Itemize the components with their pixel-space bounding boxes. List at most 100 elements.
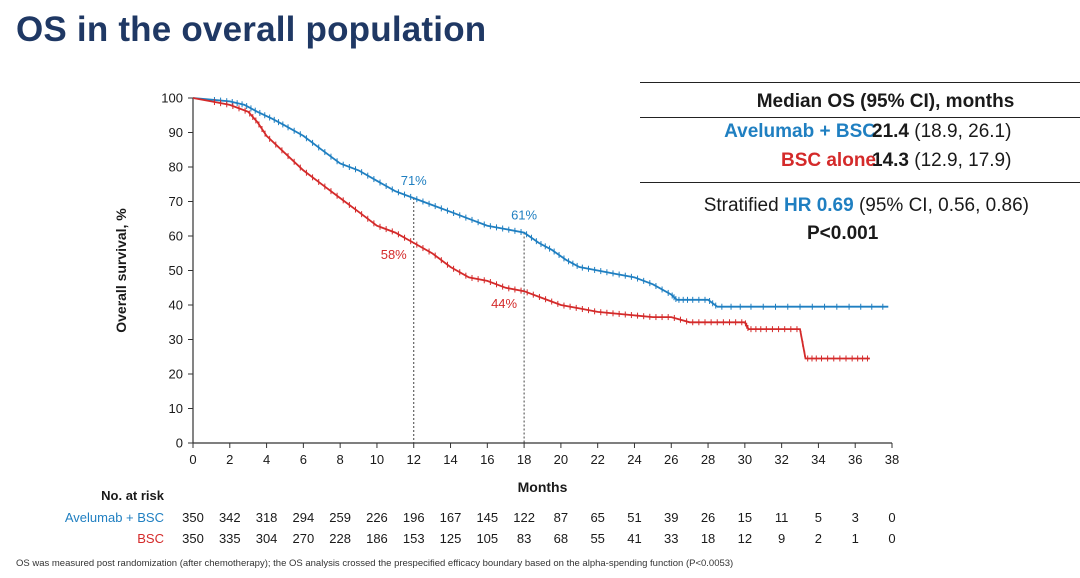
reference-lines bbox=[413, 198, 525, 443]
x-tick-label: 8 bbox=[337, 452, 344, 467]
y-axis-title: Overall survival, % bbox=[113, 208, 129, 333]
x-tick-label: 30 bbox=[738, 452, 752, 467]
x-tick-label: 6 bbox=[300, 452, 307, 467]
median-os-box: Median OS (95% CI), months Avelumab + BS… bbox=[640, 82, 1080, 245]
risk-value: 318 bbox=[256, 510, 278, 525]
stats-row-name: BSC alone bbox=[780, 150, 876, 171]
risk-value: 342 bbox=[219, 510, 241, 525]
y-tick-label: 70 bbox=[169, 194, 183, 209]
annotations: 71% 61% 58% 44% bbox=[381, 173, 538, 311]
risk-value: 51 bbox=[627, 510, 641, 525]
risk-value: 39 bbox=[664, 510, 678, 525]
survival-curves bbox=[192, 97, 889, 362]
y-tick-label: 90 bbox=[169, 125, 183, 140]
y-tick-label: 80 bbox=[169, 160, 183, 175]
p-value: P<0.001 bbox=[807, 223, 879, 244]
risk-value: 259 bbox=[329, 510, 351, 525]
median-value: 14.3 bbox=[872, 150, 909, 171]
y-tick-label: 30 bbox=[169, 332, 183, 347]
x-tick-label: 38 bbox=[885, 452, 899, 467]
hr-value: HR 0.69 bbox=[783, 195, 854, 216]
x-tick-label: 24 bbox=[627, 452, 641, 467]
risk-value: 294 bbox=[293, 510, 315, 525]
risk-value: 335 bbox=[219, 531, 241, 546]
risk-value: 2 bbox=[815, 531, 822, 546]
y-tick-label: 20 bbox=[169, 367, 183, 382]
risk-value: 5 bbox=[815, 510, 822, 525]
y-tick-label: 0 bbox=[176, 436, 183, 451]
y-tick-label: 60 bbox=[169, 229, 183, 244]
risk-table-title: No. at risk bbox=[101, 488, 165, 503]
hazard-ratio: Stratified HR 0.69 (95% CI, 0.56, 0.86) bbox=[640, 195, 1080, 217]
risk-value: 186 bbox=[366, 531, 388, 546]
annotation-61pct: 61% bbox=[511, 208, 537, 223]
stats-row-avelumab: Avelumab + BSC 21.4 (18.9, 26.1) bbox=[640, 118, 1080, 147]
x-tick-label: 4 bbox=[263, 452, 270, 467]
x-tick-label: 10 bbox=[370, 452, 384, 467]
x-tick-label: 26 bbox=[664, 452, 678, 467]
header-rule bbox=[640, 117, 1080, 118]
y-tick-label: 10 bbox=[169, 401, 183, 416]
x-axis-title: Months bbox=[518, 479, 568, 495]
risk-value: 68 bbox=[554, 531, 568, 546]
risk-value: 226 bbox=[366, 510, 388, 525]
median-ci: (18.9, 26.1) bbox=[914, 121, 1012, 142]
risk-value: 9 bbox=[778, 531, 785, 546]
stats-row-bsc: BSC alone 14.3 (12.9, 17.9) bbox=[640, 147, 1080, 176]
annotation-44pct: 44% bbox=[491, 296, 517, 311]
risk-value: 1 bbox=[852, 531, 859, 546]
risk-value: 3 bbox=[852, 510, 859, 525]
footnote: OS was measured post randomization (afte… bbox=[16, 558, 734, 569]
risk-value: 65 bbox=[590, 510, 604, 525]
risk-value: 87 bbox=[554, 510, 568, 525]
risk-value: 83 bbox=[517, 531, 531, 546]
risk-value: 167 bbox=[440, 510, 462, 525]
risk-row-label: BSC bbox=[137, 531, 164, 546]
x-tick-label: 22 bbox=[590, 452, 604, 467]
risk-value: 125 bbox=[440, 531, 462, 546]
hr-prefix: Stratified bbox=[703, 195, 779, 216]
x-tick-label: 36 bbox=[848, 452, 862, 467]
series-line-bsc bbox=[192, 97, 870, 360]
x-tick-label: 32 bbox=[774, 452, 788, 467]
y-tick-label: 40 bbox=[169, 298, 183, 313]
risk-value: 350 bbox=[182, 531, 204, 546]
risk-value: 11 bbox=[775, 510, 789, 525]
stats-row-value: 21.4 (18.9, 26.1) bbox=[872, 121, 1011, 143]
censor-marks-avelumab bbox=[213, 97, 884, 310]
page-title: OS in the overall population bbox=[16, 10, 487, 49]
risk-row-label: Avelumab + BSC bbox=[65, 510, 164, 525]
stats-row-name: Avelumab + BSC bbox=[724, 121, 876, 142]
bottom-rule bbox=[640, 182, 1080, 183]
risk-value: 0 bbox=[888, 531, 895, 546]
risk-value: 270 bbox=[293, 531, 315, 546]
annotation-71pct: 71% bbox=[401, 173, 427, 188]
x-tick-label: 2 bbox=[226, 452, 233, 467]
x-tick-label: 34 bbox=[811, 452, 825, 467]
y-tick-label: 50 bbox=[169, 263, 183, 278]
risk-value: 228 bbox=[329, 531, 351, 546]
x-tick-label: 28 bbox=[701, 452, 715, 467]
stats-row-value: 14.3 (12.9, 17.9) bbox=[872, 150, 1011, 172]
risk-value: 55 bbox=[590, 531, 604, 546]
risk-value: 0 bbox=[888, 510, 895, 525]
risk-value: 350 bbox=[182, 510, 204, 525]
y-tick-label: 100 bbox=[161, 91, 183, 106]
risk-value: 33 bbox=[664, 531, 678, 546]
x-tick-label: 0 bbox=[189, 452, 196, 467]
median-os-header: Median OS (95% CI), months bbox=[756, 91, 1015, 112]
median-ci: (12.9, 17.9) bbox=[914, 150, 1012, 171]
risk-value: 196 bbox=[403, 510, 425, 525]
x-tick-label: 18 bbox=[517, 452, 531, 467]
risk-value: 122 bbox=[513, 510, 535, 525]
risk-value: 153 bbox=[403, 531, 425, 546]
risk-value: 18 bbox=[701, 531, 715, 546]
risk-value: 304 bbox=[256, 531, 278, 546]
risk-value: 15 bbox=[738, 510, 752, 525]
x-tick-label: 12 bbox=[407, 452, 421, 467]
censor-marks-bsc bbox=[213, 99, 868, 362]
median-value: 21.4 bbox=[872, 121, 909, 142]
